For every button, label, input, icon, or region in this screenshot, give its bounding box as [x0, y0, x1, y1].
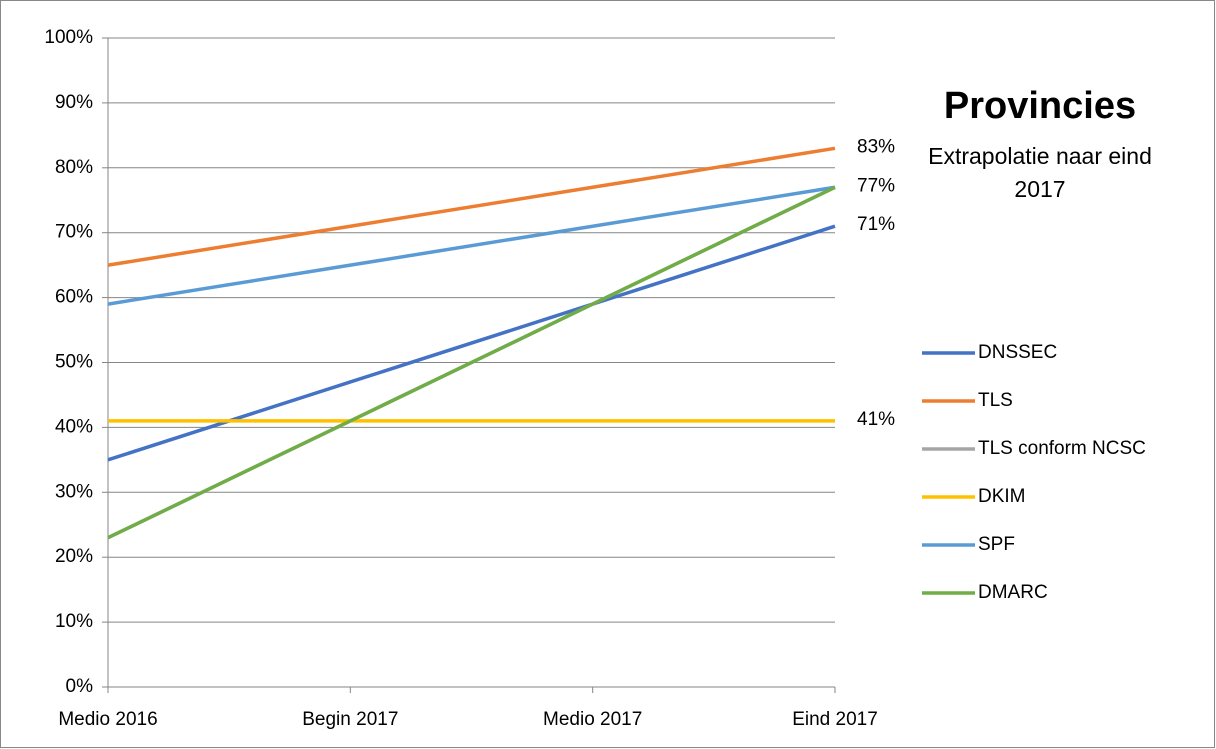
line-series: [107, 185, 836, 540]
data-label: 41%: [857, 409, 895, 430]
data-label: 77%: [857, 175, 895, 196]
y-tick-label: 10%: [55, 611, 93, 632]
data-label: 71%: [857, 214, 895, 235]
y-tick-label: 40%: [55, 416, 93, 437]
y-tick-label: 20%: [55, 546, 93, 567]
x-tick-label: Medio 2016: [58, 709, 157, 730]
line-series: [107, 185, 836, 306]
legend-label: DKIM: [978, 486, 1026, 507]
chart-title: Provincies: [943, 85, 1137, 127]
line-series: [107, 146, 836, 267]
x-tick-label: Begin 2017: [302, 709, 398, 730]
legend-label: DMARC: [978, 582, 1048, 603]
data-label: 83%: [857, 136, 895, 157]
y-tick-label: 100%: [44, 27, 93, 48]
x-tick-label: Medio 2017: [543, 709, 642, 730]
legend-label: DNSSEC: [978, 342, 1057, 363]
y-tick-label: 50%: [55, 352, 93, 373]
chart-subtitle: Extrapolatie naar eind 2017: [928, 143, 1152, 202]
legend-label: SPF: [978, 534, 1015, 555]
x-tick-label: Eind 2017: [792, 709, 878, 730]
legend-label: TLS conform NCSC: [978, 438, 1146, 459]
legend-label: TLS: [978, 390, 1013, 411]
y-tick-label: 90%: [55, 92, 93, 113]
y-tick-label: 30%: [55, 481, 93, 502]
y-tick-label: 0%: [66, 676, 94, 697]
y-tick-label: 80%: [55, 157, 93, 178]
y-tick-label: 60%: [55, 287, 93, 308]
y-tick-label: 70%: [55, 222, 93, 243]
